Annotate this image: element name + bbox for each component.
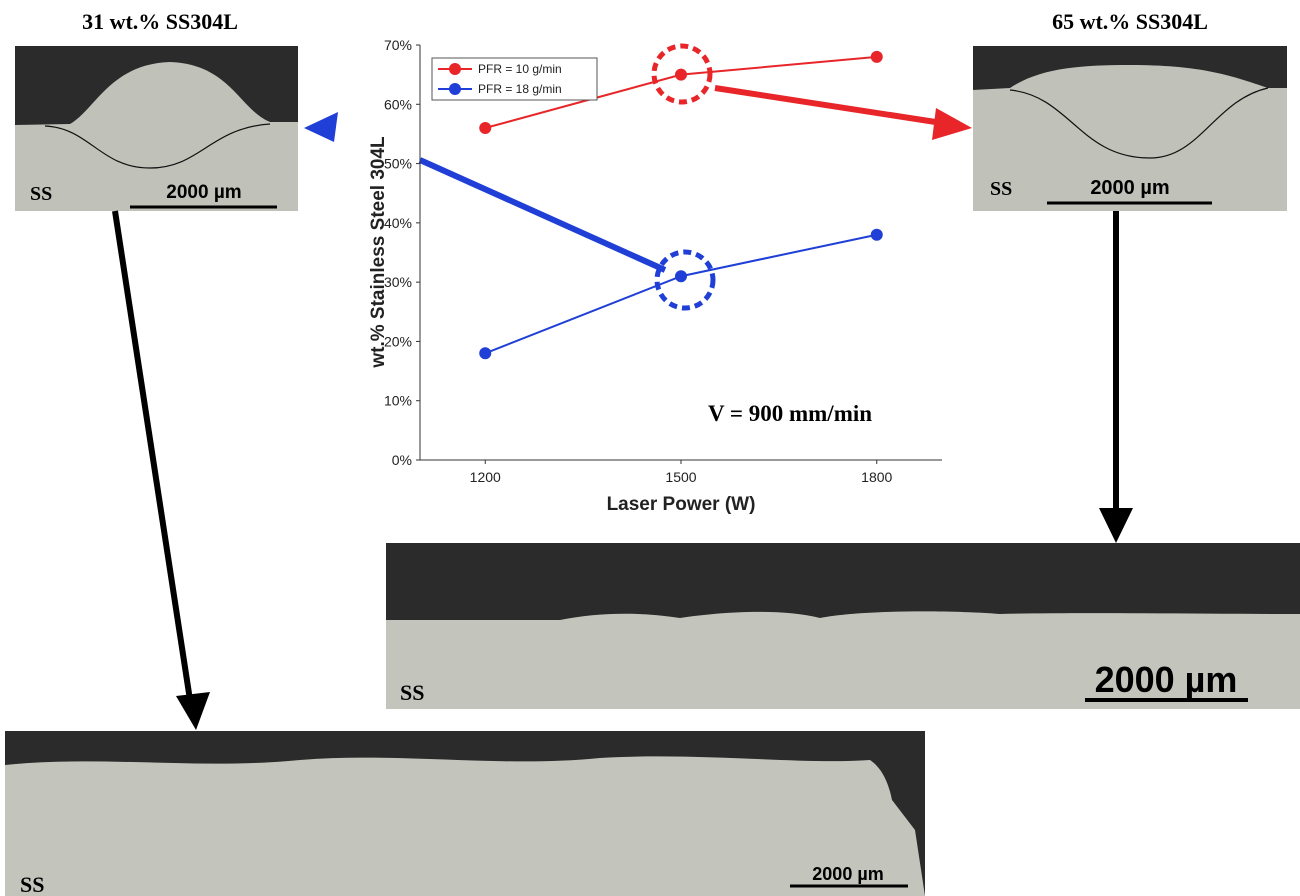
highlight-circle bbox=[654, 249, 716, 311]
scale-label: 2000 µm bbox=[166, 182, 241, 203]
data-point bbox=[870, 50, 883, 63]
arrows bbox=[112, 43, 1133, 730]
arrowhead bbox=[1099, 508, 1133, 543]
fusion-line bbox=[44, 123, 271, 169]
y-axis-label: wt.% Stainless Steel 304L bbox=[368, 136, 389, 369]
micrograph: SS 2000 µm bbox=[386, 543, 1300, 709]
clad bbox=[5, 756, 925, 896]
micrograph: SS 2000 µm bbox=[5, 731, 925, 896]
micrograph-title: 31 wt.% SS304L bbox=[82, 9, 238, 34]
data-point bbox=[479, 347, 492, 360]
arrow bbox=[714, 85, 943, 126]
x-tick-label: 1200 bbox=[470, 469, 501, 485]
y-tick-label: 70% bbox=[384, 37, 412, 53]
chart: Laser Power (W) wt.% Stainless Steel 304… bbox=[368, 37, 942, 515]
y-tick-label: 40% bbox=[384, 215, 412, 231]
legend-marker bbox=[449, 83, 461, 95]
substrate-label: SS bbox=[30, 183, 52, 205]
arrow bbox=[418, 157, 667, 273]
y-tick-label: 10% bbox=[384, 393, 412, 409]
legend-label: PFR = 18 g/min bbox=[478, 82, 562, 96]
clad bbox=[386, 611, 1300, 709]
x-tick-label: 1500 bbox=[665, 469, 696, 485]
x-tick-label: 1800 bbox=[861, 469, 892, 485]
arrow bbox=[112, 210, 193, 701]
data-point bbox=[675, 270, 687, 283]
x-axis-label: Laser Power (W) bbox=[607, 494, 756, 515]
legend-marker bbox=[449, 63, 461, 75]
bead bbox=[15, 62, 298, 211]
substrate-label: SS bbox=[400, 680, 424, 705]
y-tick-label: 50% bbox=[384, 156, 412, 172]
data-point bbox=[870, 228, 883, 241]
scale-label: 2000 µm bbox=[1095, 659, 1238, 700]
micrograph: 65 wt.% SS304L SS 2000 µm bbox=[973, 9, 1287, 211]
y-tick-label: 60% bbox=[384, 96, 412, 112]
micrograph-title: 65 wt.% SS304L bbox=[1052, 9, 1208, 34]
highlight-circle bbox=[651, 43, 713, 105]
annotation: V = 900 mm/min bbox=[708, 401, 872, 426]
data-point bbox=[479, 122, 492, 134]
micrograph: 31 wt.% SS304L SS 2000 µm bbox=[15, 9, 298, 211]
series-line bbox=[484, 233, 877, 355]
scale-label: 2000 µm bbox=[1090, 177, 1169, 199]
data-point bbox=[675, 68, 687, 81]
legend-box bbox=[431, 57, 598, 101]
y-tick-label: 0% bbox=[392, 452, 412, 468]
y-tick-label: 30% bbox=[384, 274, 412, 290]
arrowhead bbox=[176, 692, 210, 730]
y-tick-label: 20% bbox=[384, 333, 412, 349]
bead bbox=[973, 65, 1287, 211]
substrate-label: SS bbox=[20, 872, 44, 896]
scale-label: 2000 µm bbox=[812, 864, 883, 884]
substrate-label: SS bbox=[990, 178, 1012, 200]
arrowhead bbox=[304, 112, 338, 142]
legend-label: PFR = 10 g/min bbox=[478, 62, 562, 76]
arrowhead bbox=[932, 108, 972, 140]
fusion-line bbox=[1009, 87, 1269, 159]
